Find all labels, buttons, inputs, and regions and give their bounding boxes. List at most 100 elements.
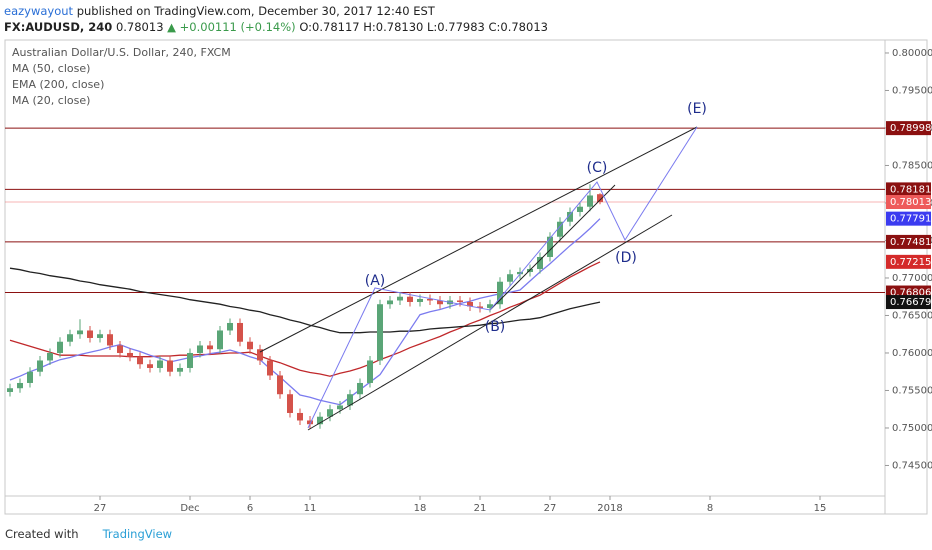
symbol: FX:AUDUSD, 240 [4,20,113,34]
x-tick-label: 15 [814,503,827,514]
price: 0.78013 [115,20,164,34]
y-tick-label: 0.77000 [892,273,932,284]
candle-body [437,300,443,305]
candle-body [47,352,53,361]
candle-body [537,256,543,269]
candle-body [137,356,143,365]
candle-body [387,300,393,305]
x-tick-label: 18 [414,503,427,514]
price-box [886,195,931,209]
price-box [886,234,931,249]
candle-body [237,322,243,342]
y-tick-label: 0.80000 [892,48,932,59]
candle-body [177,367,183,372]
price-box-label: 0.76806 [890,288,931,299]
candle-body [197,345,203,353]
price-axis: 0.74500 0.75000 0.75500 0.76000 0.76500 0.770… [885,48,932,471]
publish-line: eazywayout published on TradingView.com,… [4,3,548,19]
candle-body [127,352,133,357]
candle-body [287,394,293,413]
drawings [259,126,698,431]
wave-label: (D) [615,250,637,266]
candle-body [337,405,343,410]
brand[interactable]: TradingView [102,527,173,541]
candle-body [167,360,173,372]
candle-body [547,236,553,257]
candle-body [577,206,583,212]
price-box-label: 0.77215 [890,257,931,268]
candle-body [487,304,493,308]
price-box-label: 0.78998 [890,123,931,134]
ma-line [9,261,601,377]
price-box-label: 0.78181 [890,184,931,195]
price-box [886,254,931,269]
candle-body [227,322,233,331]
ma-line [9,218,601,406]
x-tick-label: 2018 [597,503,622,514]
ma-line [9,267,601,334]
candle-body [267,360,273,376]
x-tick-label: 27 [94,503,107,514]
price-box [886,182,931,197]
candle-body [147,364,153,368]
x-tick-label: 21 [474,503,487,514]
candle-body [247,341,253,350]
candle-body [317,416,323,425]
price-box-label: 0.77481 [890,237,931,248]
candle-body [567,211,573,222]
footer: Created with TradingView [5,527,172,541]
author[interactable]: eazywayout [4,4,74,18]
candle-body [117,345,123,353]
price-box-label: 0.77791 [890,214,931,225]
y-tick-label: 0.76500 [892,310,932,321]
y-tick-label: 0.74500 [892,460,932,471]
legend-entry: EMA (200, close) [12,78,104,91]
candle-body [347,394,353,406]
created-with: Created with [5,527,79,541]
candle-body [597,194,603,202]
candle-body [517,271,523,275]
price-box [886,211,931,226]
y-tick-label: 0.79500 [892,85,932,96]
candle-body [357,382,363,395]
y-tick-label: 0.75500 [892,385,932,396]
candle-body [467,301,473,307]
lower-channel [307,214,673,431]
candle-body [587,195,593,207]
candle-body [497,281,503,305]
x-tick-label: 27 [544,503,557,514]
candle-body [557,221,563,237]
candle-body [57,341,63,353]
legend-entry: MA (50, close) [12,62,90,75]
candle-body [327,409,333,417]
change: ▲ +0.00111 (+0.14%) [167,20,296,34]
candle-body [477,306,483,308]
y-tick-label: 0.75000 [892,423,932,434]
candle-body [207,345,213,350]
legend-entry: MA (20, close) [12,94,90,107]
candle-body [157,360,163,368]
quote-line: FX:AUDUSD, 240 0.78013 ▲ +0.00111 (+0.14… [4,19,548,35]
candle-body [507,274,513,282]
x-tick-label: 8 [707,503,713,514]
candle-body [87,330,93,338]
candle-body [67,334,73,342]
inner-channel [489,184,616,311]
y-tick-label: 0.78500 [892,160,932,171]
wave-label: (C) [587,160,608,176]
candle-body [397,296,403,301]
candle-body [187,352,193,368]
candle-body [277,375,283,395]
x-tick-label: 6 [247,503,253,514]
plot [5,127,885,429]
wave-label: (B) [485,319,506,335]
y-tick-label: 0.76000 [892,348,932,359]
published: published on TradingView.com, December 3… [76,4,435,18]
x-tick-label: Dec [180,503,199,514]
candle-body [217,330,223,350]
price-box [886,121,931,136]
candle-body [457,300,463,302]
candle-body [107,334,113,346]
candle-body [257,349,263,361]
candle-body [27,371,33,383]
